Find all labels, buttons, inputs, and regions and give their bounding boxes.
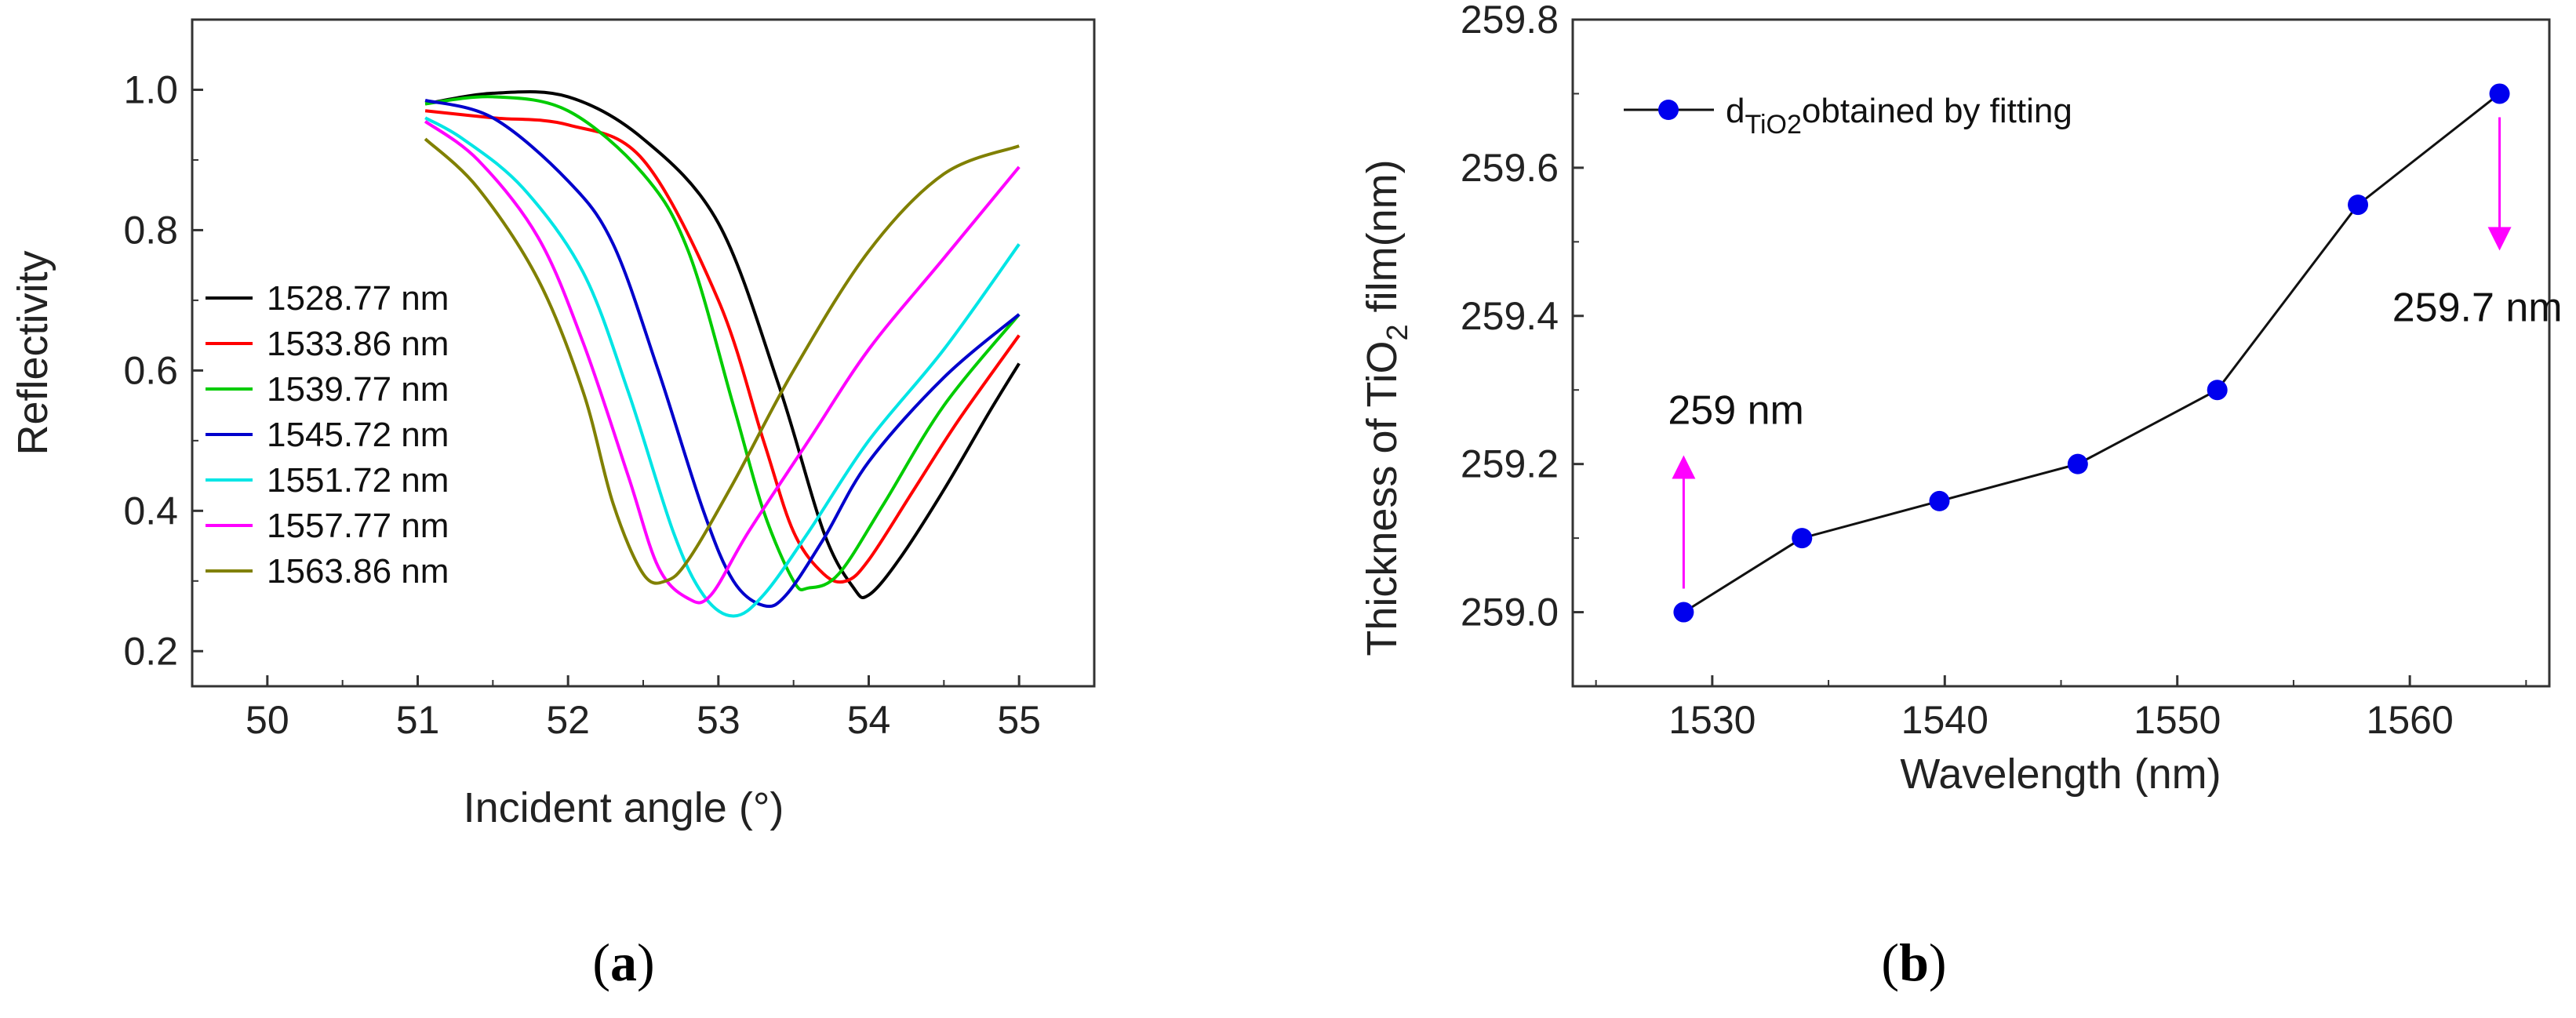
panel-b-series <box>1673 83 2510 623</box>
panel-a-legend-label: 1533.86 nm <box>267 325 449 363</box>
panel-a-series-line-7 <box>424 137 1020 585</box>
caption-b-open: ( <box>1881 933 1899 992</box>
panel-a-curves <box>424 89 1021 618</box>
panel-a-legend-label: 1545.72 nm <box>267 416 449 454</box>
caption-a: (a) <box>592 933 654 992</box>
panel-b-data-point <box>1792 528 1813 549</box>
panel-b-x-tick-label: 1560 <box>2367 698 2454 742</box>
panel-a-legend-label: 1563.86 nm <box>267 552 449 591</box>
panel-b-y-axis-label: Thickness of TiO2 film(nm) <box>1359 159 1414 656</box>
panel-b-data-point <box>1673 602 1694 623</box>
panel-b-y-tick-label: 259.2 <box>1461 442 1559 486</box>
panel-b-y-label-subscript: 2 <box>1381 324 1414 340</box>
panel-b-legend-label-main: d <box>1726 92 1745 130</box>
panel-b-y-tick-label: 259.4 <box>1461 294 1559 338</box>
panel-a-y-axis-label: Reflectivity <box>9 250 56 455</box>
panel-b-y-tick-label: 259.8 <box>1461 0 1559 42</box>
panel-a-series-line-3 <box>424 95 1021 591</box>
panel-b-x-tick-label: 1540 <box>1901 698 1988 742</box>
panel-b-x-tick-label: 1530 <box>1668 698 1756 742</box>
panel-a-series-line-4 <box>424 98 1021 609</box>
panel-b-annotation-259-7: 259.7 nm <box>2392 285 2563 330</box>
panel-a-series-line-1 <box>424 89 1021 599</box>
panel-b-y-tick-label: 259.6 <box>1461 146 1559 190</box>
panel-a-y-tick-label: 0.8 <box>123 208 178 252</box>
panel-b-legend-label: dTiO2obtained by fitting <box>1726 92 2072 140</box>
panel-a-x-tick-label: 53 <box>697 698 740 742</box>
panel-a-x-axis-label: Incident angle (°) <box>464 784 784 831</box>
panel-a-y-tick-label: 0.6 <box>123 348 178 392</box>
panel-b-x-axis-label: Wavelength (nm) <box>1900 751 2221 798</box>
caption-b: (b) <box>1881 933 1946 992</box>
panel-a-legend: 1528.77 nm 1533.86 nm 1539.77 nm 1545.72 nm… <box>206 279 449 591</box>
panel-a-y-tick-label: 0.4 <box>123 489 178 533</box>
panel-b-y-label-tail: film(nm) <box>1359 159 1406 324</box>
panel-b-legend: dTiO2obtained by fitting <box>1624 92 2072 140</box>
panel-b-y-label-main: Thickness of TiO <box>1359 340 1406 656</box>
panel-b-data-point <box>2348 195 2369 216</box>
panel-a-legend-label: 1557.77 nm <box>267 507 449 545</box>
caption-a-letter: a <box>610 933 637 992</box>
panel-b-x-tick-label: 1550 <box>2134 698 2221 742</box>
panel-b-annotations: 259 nm 259.7 nm <box>1668 117 2563 589</box>
panel-a-legend-label: 1551.72 nm <box>267 461 449 500</box>
panel-b-legend-label-subscript: TiO2 <box>1745 110 1801 140</box>
panel-b-legend-swatch-marker <box>1658 100 1679 120</box>
panel-b-ticks: 1530 1540 1550 1560 259.0 259.2 259.4 259.6 259.… <box>1461 0 2527 742</box>
panel-a-legend-label: 1528.77 nm <box>267 279 449 318</box>
panel-a-x-tick-label: 50 <box>246 698 289 742</box>
panel-a-series-line-5 <box>424 116 1021 618</box>
panel-a-reflectivity-chart: 50 51 52 53 54 550.20.40.60.81.0 1528.77 nm15… <box>9 18 1096 831</box>
caption-a-close: ) <box>637 933 655 992</box>
caption-b-letter: b <box>1899 933 1929 992</box>
panel-a-x-tick-label: 52 <box>546 698 590 742</box>
panel-a-x-tick-label: 54 <box>847 698 891 742</box>
panel-b-data-point <box>2067 453 2088 474</box>
panel-b-thickness-chart: 1530 1540 1550 1560 259.0 259.2 259.4 259.6 259.… <box>1359 0 2563 798</box>
caption-b-close: ) <box>1929 933 1947 992</box>
panel-b-data-point <box>2207 380 2228 401</box>
panel-b-data-point <box>2489 83 2510 104</box>
panel-a-y-tick-label: 0.2 <box>123 629 178 673</box>
panel-b-legend-label-tail: obtained by fitting <box>1802 92 2072 130</box>
caption-a-open: ( <box>592 933 610 992</box>
panel-a-x-tick-label: 55 <box>997 698 1041 742</box>
panel-a-series-line-2 <box>424 109 1021 584</box>
panel-b-annotation-259: 259 nm <box>1668 388 1803 434</box>
panel-a-legend-label: 1539.77 nm <box>267 370 449 409</box>
panel-b-y-tick-label: 259.0 <box>1461 591 1559 634</box>
panel-a-x-tick-label: 51 <box>396 698 440 742</box>
panel-a-ticks: 50 51 52 53 54 55 0.2 0.4 0.6 0.8 1.0 <box>123 67 1095 742</box>
panel-a-y-tick-label: 1.0 <box>123 67 178 111</box>
panel-b-data-point <box>1929 490 1950 511</box>
panel-a-series-line-6 <box>424 120 1021 605</box>
